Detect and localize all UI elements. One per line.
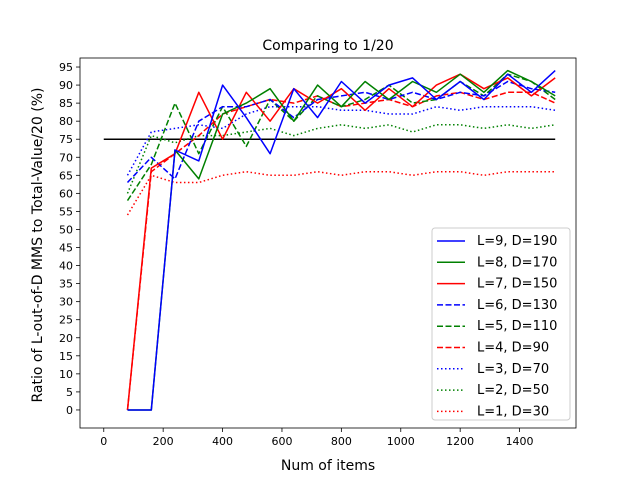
x-tick-label: 800 [331,435,352,448]
x-tick-label: 1200 [446,435,474,448]
y-tick-label: 70 [59,151,73,164]
y-tick-label: 20 [59,332,73,345]
y-tick-label: 75 [59,133,73,146]
y-tick-label: 90 [59,79,73,92]
x-tick-label: 400 [212,435,233,448]
chart-title: Comparing to 1/20 [262,38,393,54]
series-line [127,70,556,411]
legend-entry-label: L=9, D=190 [477,234,557,249]
legend-entry-label: L=8, D=170 [477,255,557,270]
x-tick-label: 200 [153,435,174,448]
series-line [126,73,556,411]
y-tick-label: 95 [59,61,73,74]
x-tick-label: 1400 [506,435,534,448]
y-tick-label: 80 [59,115,73,128]
series-line [126,105,556,176]
y-axis-label: Ratio of L-out-of-D MMS to Total-Value/2… [30,87,46,402]
plot-area [103,69,556,411]
y-tick-label: 50 [59,223,73,236]
y-tick-label: 65 [59,169,73,182]
legend-box [431,227,571,421]
legend-entry-label: L=3, D=70 [477,362,549,377]
y-tick-label: 40 [59,260,73,273]
y-tick-label: 35 [59,278,73,291]
legend-entry-label: L=4, D=90 [477,341,549,356]
y-axis-ticks: 0 5 10 15 20 25 30 35 40 45 50 55 60 65 70 75 80 85 90 95 [59,61,80,417]
x-tick-label: 0 [100,435,107,448]
legend-entry-label: L=2, D=50 [477,383,549,398]
series-line [127,69,556,411]
y-tick-label: 60 [59,187,73,200]
legend-entry-label: L=5, D=110 [477,319,557,334]
series-line [126,80,556,184]
y-tick-label: 55 [59,205,73,218]
y-tick-label: 45 [59,242,73,255]
legend-entry-label: L=7, D=150 [477,277,557,292]
axes-frame [79,57,577,429]
y-tick-label: 5 [66,386,73,399]
series-layer [103,69,556,411]
x-axis-ticks: 0 200 400 600 800 1000 1200 1400 [100,428,534,448]
y-tick-label: 85 [59,97,73,110]
legend-entry-label: L=6, D=130 [477,298,557,313]
x-tick-label: 600 [271,435,292,448]
legend: L=9, D=190 L=8, D=170 L=7, D=150 L=6, D=130… [431,227,571,421]
y-tick-label: 0 [66,404,73,417]
y-tick-label: 10 [59,368,73,381]
y-tick-label: 15 [59,350,73,363]
x-tick-label: 1000 [387,435,415,448]
y-tick-label: 30 [59,296,73,309]
y-tick-label: 25 [59,314,73,327]
x-axis-label: Num of items [281,458,375,474]
legend-entry-label: L=1, D=30 [477,404,549,419]
